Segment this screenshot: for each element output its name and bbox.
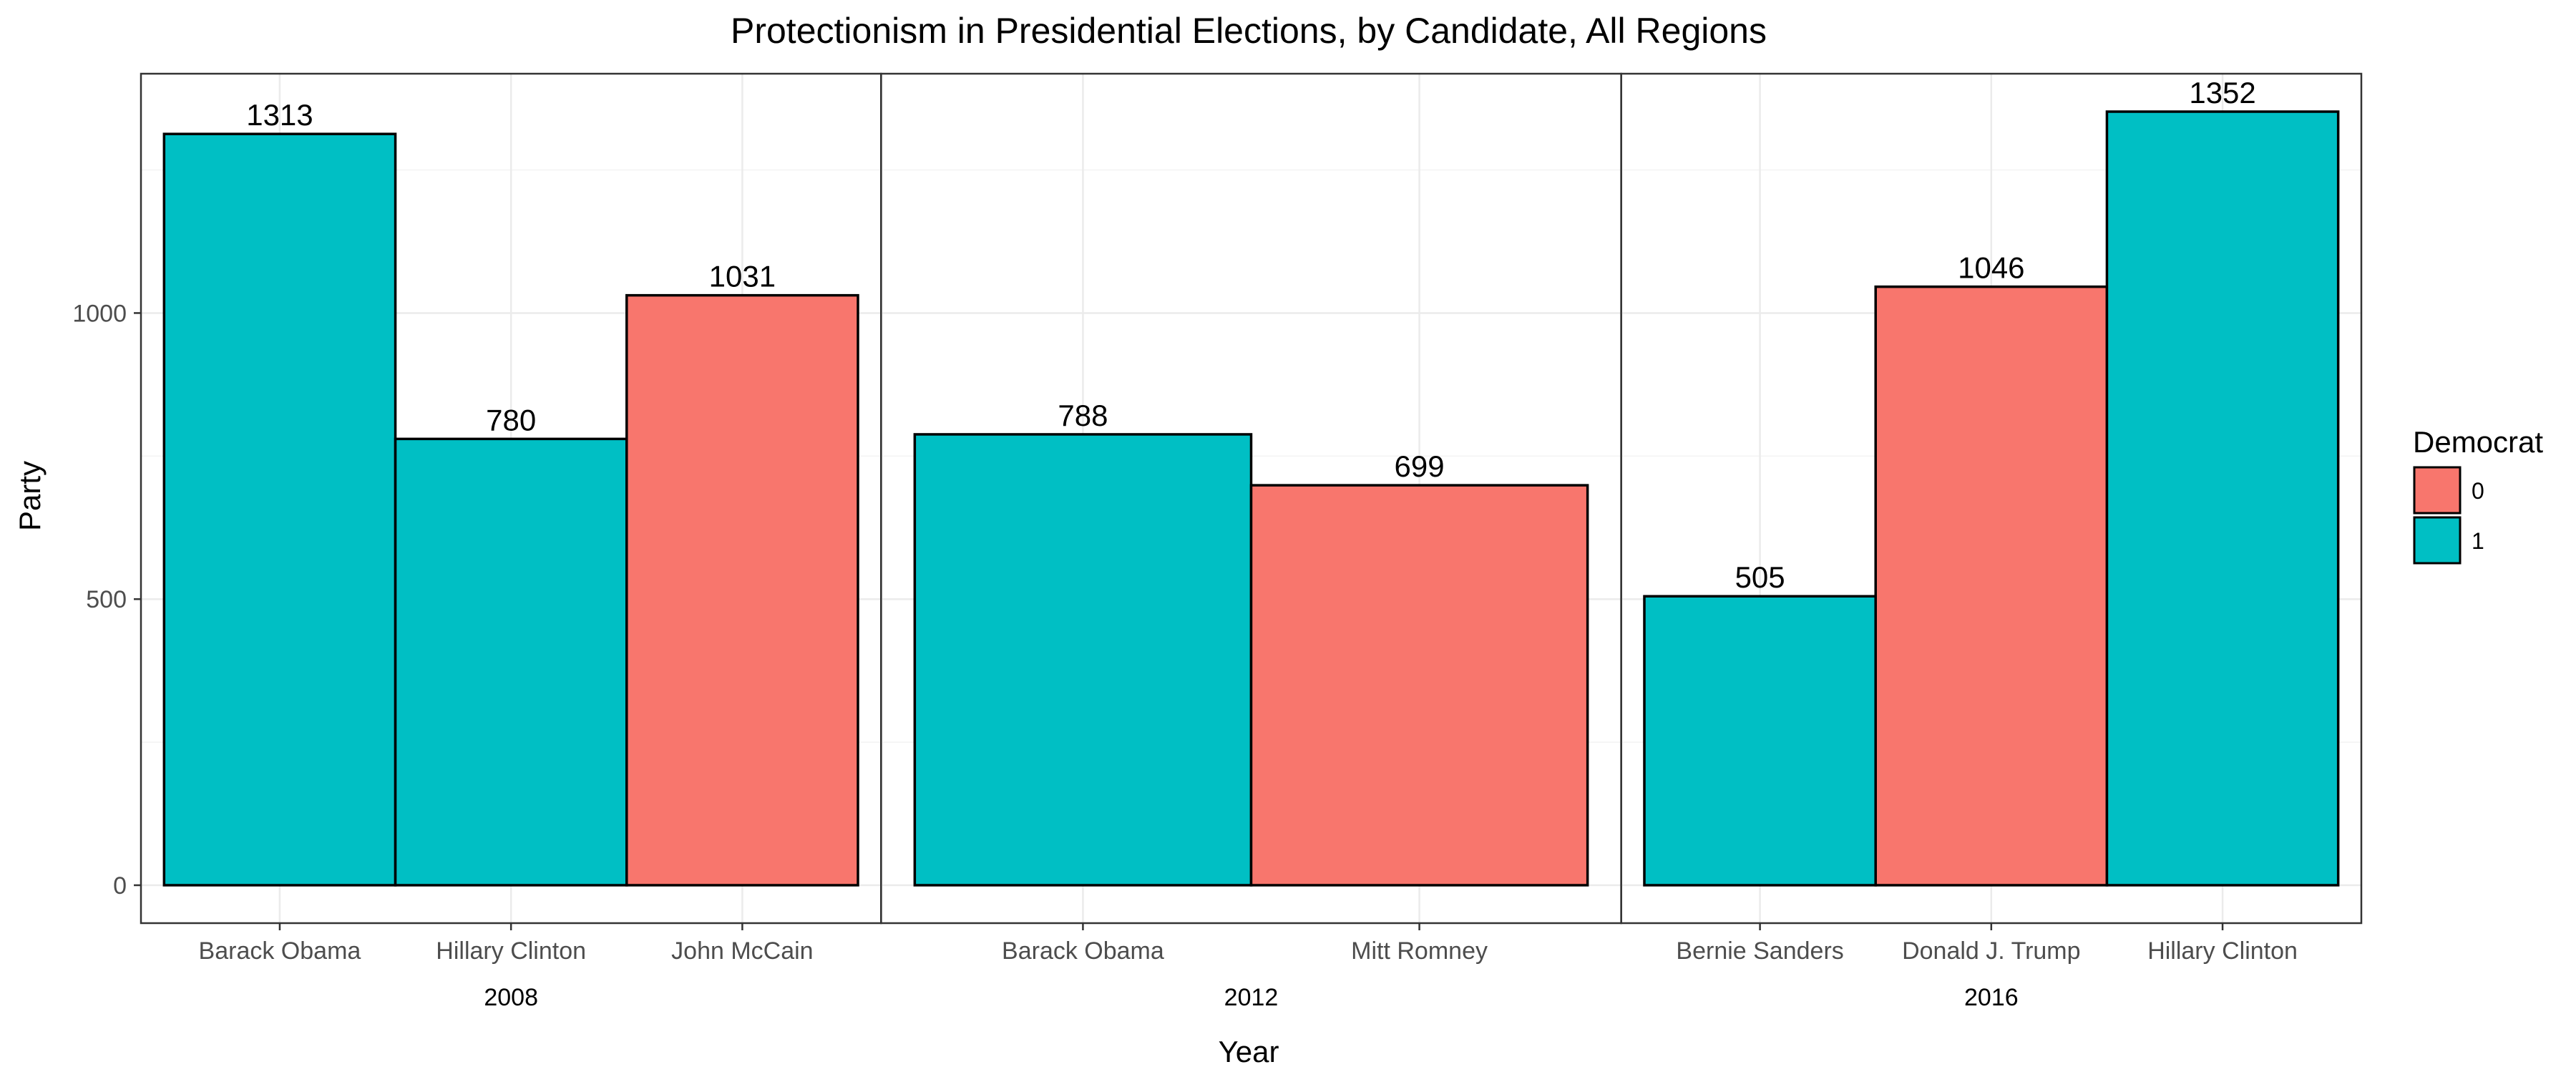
chart-title: Protectionism in Presidential Elections,… bbox=[731, 11, 1767, 51]
y-tick-label: 1000 bbox=[72, 300, 127, 327]
y-axis-title: Party bbox=[13, 461, 47, 531]
bar-barack-obama bbox=[164, 134, 395, 885]
legend-key-0 bbox=[2414, 467, 2460, 513]
bar-hillary-clinton bbox=[396, 439, 627, 885]
x-tick-label: Hillary Clinton bbox=[436, 937, 586, 965]
facet-panel-2016: 505 Bernie Sanders 1046 Donald J. Trump 1352… bbox=[1621, 74, 2361, 1011]
legend-label: 1 bbox=[2472, 528, 2484, 554]
data-label: 780 bbox=[486, 403, 536, 437]
data-label: 699 bbox=[1395, 449, 1445, 483]
facet-panel-2008: 1313 Barack Obama 780 Hillary Clinton 1031 Jo… bbox=[141, 74, 881, 1011]
data-label: 1031 bbox=[709, 260, 776, 293]
data-label: 505 bbox=[1735, 560, 1785, 594]
facet-label: 2012 bbox=[1224, 984, 1279, 1011]
x-tick-label: John McCain bbox=[671, 937, 813, 965]
x-tick-label: Donald J. Trump bbox=[1902, 937, 2080, 965]
facet-label: 2016 bbox=[1964, 984, 2019, 1011]
data-label: 788 bbox=[1058, 399, 1108, 432]
x-tick-label: Barack Obama bbox=[199, 937, 361, 965]
facet-label: 2008 bbox=[484, 984, 538, 1011]
x-tick-label: Hillary Clinton bbox=[2147, 937, 2298, 965]
x-axis-title: Year bbox=[1219, 1035, 1279, 1068]
plot-area: 1313 Barack Obama 780 Hillary Clinton 1031 Jo… bbox=[72, 74, 2361, 1011]
data-label: 1046 bbox=[1958, 251, 2024, 285]
x-tick-label: Bernie Sanders bbox=[1676, 937, 1843, 965]
legend-key-1 bbox=[2414, 517, 2460, 563]
bar-donald-j-trump bbox=[1875, 287, 2107, 885]
x-tick-label: Mitt Romney bbox=[1351, 937, 1488, 965]
legend-title: Democrat bbox=[2413, 425, 2543, 459]
data-label: 1313 bbox=[246, 98, 313, 132]
bar-bernie-sanders bbox=[1644, 596, 1875, 885]
bar-mitt-romney bbox=[1252, 485, 1588, 885]
facet-panel-2012: 788 Barack Obama 699 Mitt Romney 2012 bbox=[881, 74, 1621, 1011]
legend: Democrat 0 1 bbox=[2413, 425, 2543, 563]
y-tick-label: 0 bbox=[113, 872, 127, 900]
bar-john-mccain bbox=[627, 296, 858, 885]
data-label: 1352 bbox=[2189, 76, 2255, 109]
bar-barack-obama bbox=[914, 434, 1251, 885]
y-tick-label: 500 bbox=[86, 586, 127, 613]
bar-hillary-clinton bbox=[2107, 112, 2338, 885]
legend-label: 0 bbox=[2472, 478, 2484, 504]
x-tick-label: Barack Obama bbox=[1002, 937, 1164, 965]
